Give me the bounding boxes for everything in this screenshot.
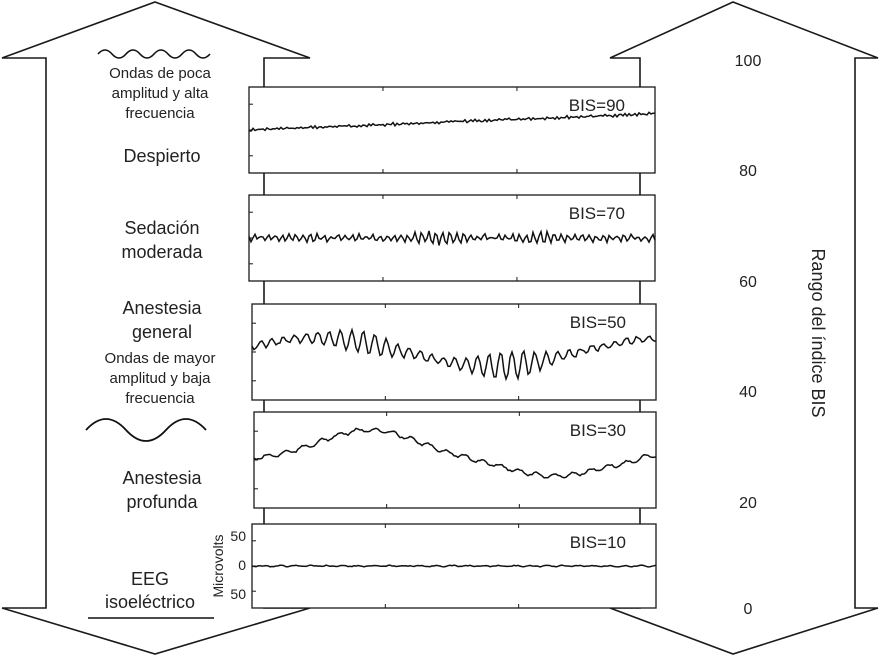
bis-tick-60: 60 xyxy=(739,274,757,291)
deep-anesthesia-line-2: profunda xyxy=(126,492,198,512)
bis-value-label: BIS=70 xyxy=(569,204,625,223)
amplitude-tick-mid: 0 xyxy=(238,557,246,573)
fast-waves-line-3: frecuencia xyxy=(125,105,195,122)
amplitude-tick-bottom: 50 xyxy=(230,586,246,602)
moderate-sedation-line-2: moderada xyxy=(121,242,203,262)
eeg-panel-general-anesthesia: BIS=50 xyxy=(251,303,657,401)
eeg-panel-moderate-sedation: BIS=70 xyxy=(248,194,656,282)
bis-tick-80: 80 xyxy=(739,163,757,180)
eeg-trace xyxy=(251,564,657,568)
eeg-trace xyxy=(253,427,657,479)
bis-tick-0: 0 xyxy=(744,601,753,618)
left-range-arrow xyxy=(1,1,311,655)
bis-tick-20: 20 xyxy=(739,495,757,512)
eeg-panel-deep-anesthesia: BIS=30 xyxy=(253,411,657,509)
slow-waves-line-3: frecuencia xyxy=(125,390,195,407)
bis-value-label: BIS=30 xyxy=(570,421,626,440)
microvolts-axis-label: Microvolts xyxy=(210,534,226,597)
eeg-panels: BIS=90 BIS=70 BIS=50 BIS=30 BIS=10 xyxy=(248,86,657,609)
bis-value-label: BIS=10 xyxy=(570,533,626,552)
fast-wave-icon xyxy=(97,49,211,59)
eeg-panel-frame xyxy=(248,86,656,174)
slow-waves-line-2: amplitud y baja xyxy=(110,370,212,387)
eeg-panel-frame xyxy=(251,303,657,401)
right-range-arrow xyxy=(609,1,879,655)
eeg-trace xyxy=(248,111,655,132)
eeg-panel-frame xyxy=(253,411,657,509)
isoelectric-line-1: EEG xyxy=(131,569,169,589)
fast-waves-line-1: Ondas de poca xyxy=(109,65,211,82)
general-anesthesia-line-2: general xyxy=(132,322,192,342)
isoelectric-line-2: isoeléctrico xyxy=(105,592,195,612)
deep-anesthesia-line-1: Anestesia xyxy=(122,468,202,488)
slow-wave-icon xyxy=(85,418,207,442)
bis-value-label: BIS=90 xyxy=(569,96,625,115)
awake-label: Despierto xyxy=(123,146,200,166)
bis-range-axis-label: Rango del índice BIS xyxy=(808,248,828,417)
bis-value-label: BIS=50 xyxy=(570,313,626,332)
moderate-sedation-line-1: Sedación xyxy=(124,218,199,238)
eeg-panel-isoelectric: BIS=10 xyxy=(251,523,657,609)
eeg-trace xyxy=(248,228,656,246)
general-anesthesia-line-1: Anestesia xyxy=(122,298,202,318)
amplitude-tick-top: 50 xyxy=(230,528,246,544)
slow-waves-line-1: Ondas de mayor xyxy=(105,350,216,367)
bis-tick-40: 40 xyxy=(739,384,757,401)
eeg-trace xyxy=(251,327,657,382)
eeg-panel-awake: BIS=90 xyxy=(248,86,656,174)
fast-waves-line-2: amplitud y alta xyxy=(112,85,209,102)
bis-tick-100: 100 xyxy=(735,53,762,70)
